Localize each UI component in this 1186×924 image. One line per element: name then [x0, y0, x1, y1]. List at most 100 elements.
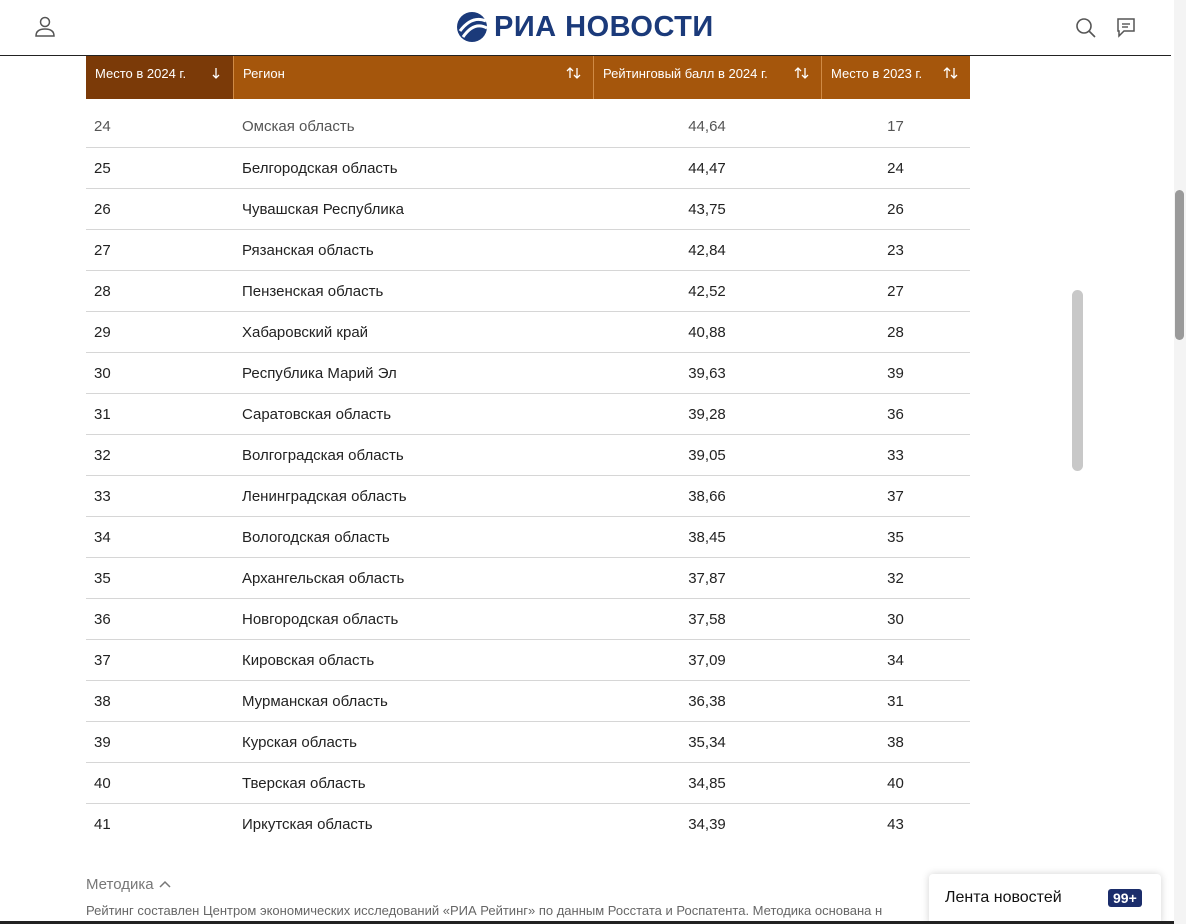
rank-2024: 38: [94, 693, 111, 710]
rank-2024: 41: [94, 816, 111, 833]
region: Мурманская область: [242, 693, 388, 710]
sort-icon[interactable]: [211, 66, 227, 80]
rank-2024: 35: [94, 570, 111, 587]
score-2024: 37,58: [688, 611, 726, 628]
table-row: 36 Новгородская область 37,58 30: [86, 598, 970, 640]
table-row: 40 Тверская область 34,85 40: [86, 762, 970, 804]
methodology-text: Рейтинг составлен Центром экономических …: [86, 903, 883, 918]
table-row: 38 Мурманская область 36,38 31: [86, 680, 970, 722]
methodology-title[interactable]: Методика: [86, 876, 154, 893]
region: Вологодская область: [242, 529, 390, 546]
column-header-text[interactable]: Регион: [243, 66, 285, 81]
column-header-text[interactable]: Место в 2023 г.: [831, 66, 923, 81]
score-2024: 42,84: [688, 242, 726, 259]
page-scrollbar[interactable]: [1174, 0, 1186, 924]
score-2024: 37,09: [688, 652, 726, 669]
sort-icon[interactable]: [794, 66, 810, 80]
region: Саратовская область: [242, 406, 392, 423]
score-2024: 38,45: [688, 529, 726, 546]
rank-2024: 26: [94, 201, 111, 218]
top-bar: РИА НОВОСТИ: [0, 0, 1171, 56]
rank-2023: 24: [887, 160, 904, 177]
score-2024: 43,75: [688, 201, 726, 218]
sort-icon[interactable]: [566, 66, 582, 80]
rank-2023: 17: [887, 118, 904, 135]
table-row: 24 Омская область 44,64 17: [86, 106, 970, 147]
column-header[interactable]: Место в 2023 г.: [821, 56, 970, 99]
score-2024: 34,39: [688, 816, 726, 833]
region: Омская область: [242, 118, 355, 135]
rank-2024: 29: [94, 324, 111, 341]
rank-2023: 34: [887, 652, 904, 669]
score-2024: 34,85: [688, 775, 726, 792]
table-row: 30 Республика Марий Эл 39,63 39: [86, 352, 970, 394]
table-row: 25 Белгородская область 44,47 24: [86, 147, 970, 189]
methodology-toggle[interactable]: Методика: [86, 876, 172, 893]
column-header[interactable]: Регион: [233, 56, 593, 99]
table-row: 29 Хабаровский край 40,88 28: [86, 311, 970, 353]
sort-icon[interactable]: [943, 66, 959, 80]
table-row: 27 Рязанская область 42,84 23: [86, 229, 970, 271]
table-row: 31 Саратовская область 39,28 36: [86, 393, 970, 435]
page-scrollbar-thumb[interactable]: [1175, 190, 1184, 340]
score-2024: 44,47: [688, 160, 726, 177]
rank-2023: 43: [887, 816, 904, 833]
inner-scrollbar[interactable]: [1072, 290, 1083, 471]
score-2024: 37,87: [688, 570, 726, 587]
logo-icon[interactable]: [456, 11, 488, 43]
score-2024: 40,88: [688, 324, 726, 341]
region: Чувашская Республика: [242, 201, 404, 218]
rank-2023: 38: [887, 734, 904, 751]
rank-2023: 33: [887, 447, 904, 464]
column-header-text[interactable]: Место в 2024 г.: [95, 66, 187, 81]
rank-2024: 36: [94, 611, 111, 628]
rank-2024: 30: [94, 365, 111, 382]
region: Ленинградская область: [242, 488, 407, 505]
column-header[interactable]: Место в 2024 г.: [86, 56, 233, 99]
region: Рязанская область: [242, 242, 374, 259]
table-row: 35 Архангельская область 37,87 32: [86, 557, 970, 599]
rank-2023: 31: [887, 693, 904, 710]
table-row: 33 Ленинградская область 38,66 37: [86, 475, 970, 517]
table-row: 32 Волгоградская область 39,05 33: [86, 434, 970, 476]
rank-2024: 28: [94, 283, 111, 300]
score-2024: 35,34: [688, 734, 726, 751]
score-2024: 36,38: [688, 693, 726, 710]
region: Пензенская область: [242, 283, 384, 300]
score-2024: 39,05: [688, 447, 726, 464]
rank-2023: 40: [887, 775, 904, 792]
news-widget-label[interactable]: Лента новостей: [945, 889, 1062, 906]
region: Кировская область: [242, 652, 375, 669]
rank-2023: 28: [887, 324, 904, 341]
rank-2024: 33: [94, 488, 111, 505]
region: Республика Марий Эл: [242, 365, 397, 382]
rank-2023: 39: [887, 365, 904, 382]
rank-2023: 30: [887, 611, 904, 628]
rank-2023: 32: [887, 570, 904, 587]
logo-text[interactable]: РИА НОВОСТИ: [494, 11, 714, 43]
region: Волгоградская область: [242, 447, 404, 464]
region: Курская область: [242, 734, 357, 751]
region: Новгородская область: [242, 611, 399, 628]
rank-2024: 39: [94, 734, 111, 751]
score-2024: 44,64: [688, 118, 726, 135]
column-header-text[interactable]: Рейтинговый балл в 2024 г.: [603, 66, 768, 81]
search-icon[interactable]: [1075, 17, 1097, 39]
region: Архангельская область: [242, 570, 405, 587]
column-header[interactable]: Рейтинговый балл в 2024 г.: [593, 56, 821, 99]
rank-2024: 37: [94, 652, 111, 669]
user-icon[interactable]: [34, 16, 56, 38]
table-row: 41 Иркутская область 34,39 43: [86, 803, 970, 845]
table-row: 34 Вологодская область 38,45 35: [86, 516, 970, 558]
rank-2023: 26: [887, 201, 904, 218]
rank-2024: 34: [94, 529, 111, 546]
rank-2024: 27: [94, 242, 111, 259]
rank-2024: 25: [94, 160, 111, 177]
chat-icon[interactable]: [1116, 17, 1138, 39]
rank-2023: 35: [887, 529, 904, 546]
score-2024: 42,52: [688, 283, 726, 300]
news-widget[interactable]: Лента новостей 99+: [929, 874, 1161, 924]
region: Тверская область: [242, 775, 366, 792]
news-badge: 99+: [1108, 889, 1142, 907]
